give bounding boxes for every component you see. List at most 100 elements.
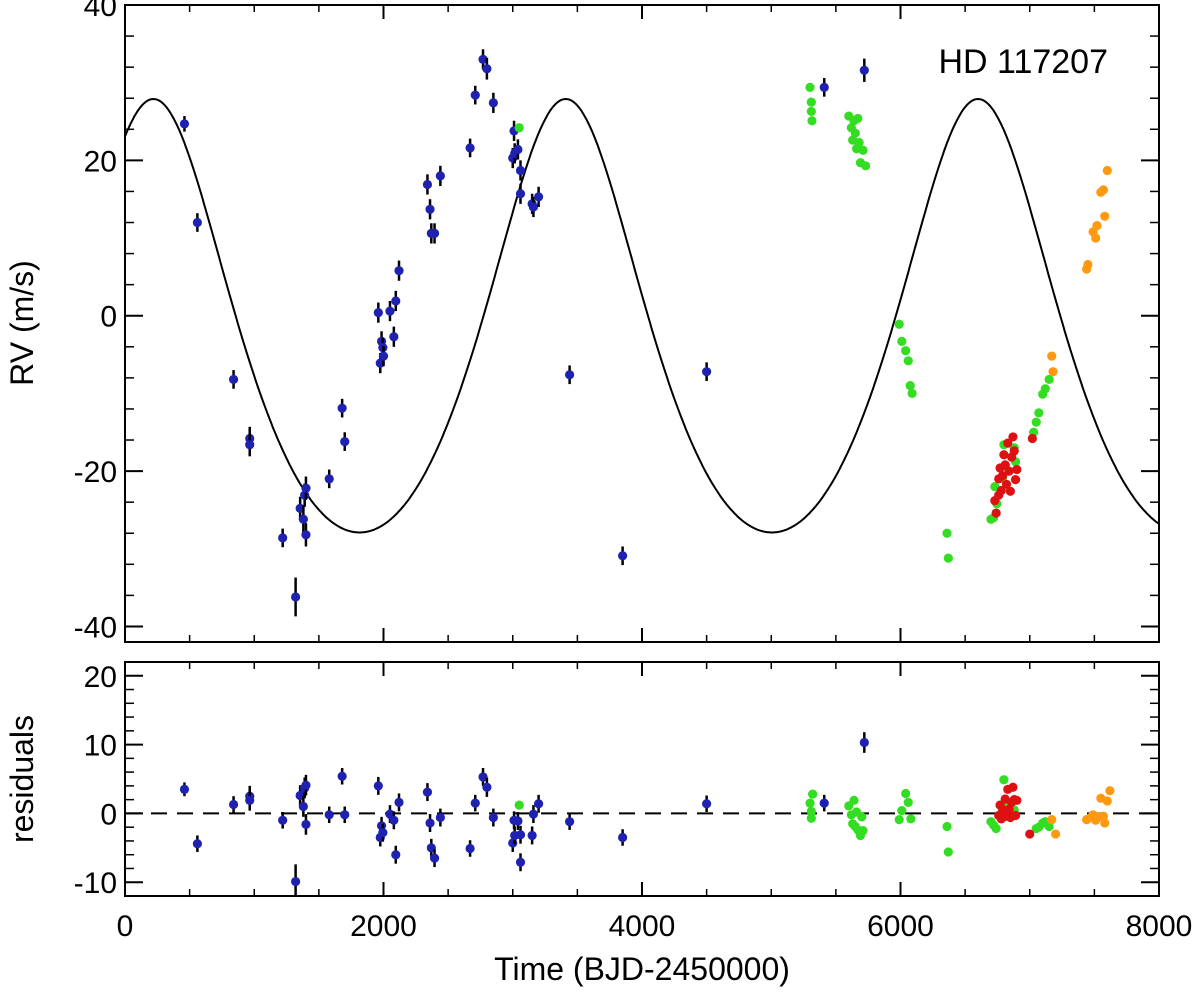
rv-data-point <box>991 508 1001 518</box>
rv-data-point <box>488 98 498 108</box>
residual-y-tick-label: 0 <box>100 798 117 831</box>
rv-data-point <box>1010 475 1021 485</box>
residual-data-point <box>1012 795 1022 805</box>
residual-data-point <box>422 787 433 797</box>
residual-data-point <box>245 795 255 805</box>
residual-data-point <box>528 809 539 819</box>
rv-data-point <box>528 202 539 212</box>
residual-data-point <box>324 810 334 820</box>
rv-data-point <box>324 474 334 484</box>
rv-data-point <box>996 485 1006 496</box>
residual-data-point <box>1105 786 1115 796</box>
rv-data-point <box>861 161 871 171</box>
residual-data-point <box>943 847 953 857</box>
rv-data-point <box>1100 211 1110 221</box>
residual-data-point <box>894 815 904 825</box>
rv-data-point <box>514 123 524 133</box>
residual-data-point <box>991 823 1001 834</box>
residual-data-point <box>527 830 537 841</box>
residual-data-point <box>903 797 913 808</box>
rv-data-point <box>478 54 488 64</box>
rv-y-axis-title: RV (m/s) <box>4 260 40 386</box>
residuals-y-axis-title: residuals <box>4 715 40 843</box>
residual-data-point <box>298 801 308 812</box>
rv-data-point <box>1009 446 1019 456</box>
rv-data-point <box>859 65 869 75</box>
rv-data-point <box>301 530 311 540</box>
rv-data-point <box>373 308 383 318</box>
rv-data-point <box>389 332 399 342</box>
residual-data-point <box>465 843 475 854</box>
residual-data-point <box>389 815 399 825</box>
residual-data-point <box>429 853 440 863</box>
rv-data-point <box>534 192 544 202</box>
rv-data-point <box>807 116 817 126</box>
residual-data-point <box>192 839 202 849</box>
rv-data-point <box>394 266 404 276</box>
residual-data-point <box>488 812 498 823</box>
rv-data-point <box>1003 438 1013 448</box>
residual-data-point <box>435 812 445 823</box>
rv-data-point <box>515 189 526 199</box>
rv-data-point <box>894 319 904 329</box>
residual-data-point <box>378 828 388 838</box>
rv-data-point <box>1044 374 1054 385</box>
rv-data-point <box>391 296 401 306</box>
residual-data-point <box>1025 829 1035 839</box>
rv-data-point <box>385 306 395 316</box>
rv-data-point <box>470 90 480 100</box>
rv-data-point <box>1012 464 1022 475</box>
residual-data-point <box>340 810 350 820</box>
rv-data-point <box>1048 367 1058 377</box>
rv-data-point <box>291 592 301 602</box>
residual-data-point <box>478 772 488 782</box>
residual-y-tick-label: 20 <box>84 661 117 694</box>
residual-x-tick-label: 8000 <box>1126 910 1193 943</box>
rv-data-point <box>853 113 863 124</box>
model-curve <box>125 97 1159 534</box>
residual-data-point <box>808 789 818 799</box>
rv-data-point <box>465 143 475 153</box>
rv-data-point <box>819 82 829 92</box>
rv-data-point <box>850 128 860 138</box>
residual-data-point <box>1098 811 1109 821</box>
residual-data-point <box>897 806 907 816</box>
rv-data-point <box>943 553 953 563</box>
rv-data-point <box>1040 384 1050 394</box>
residual-data-point <box>1008 782 1018 792</box>
residual-x-tick-label: 2000 <box>350 910 417 943</box>
rv-data-point <box>337 403 347 413</box>
rv-data-point <box>192 217 202 228</box>
residual-data-point <box>906 814 916 824</box>
residual-data-point <box>1051 829 1061 839</box>
residual-data-point <box>806 806 816 816</box>
residual-data-point <box>373 781 383 791</box>
residual-data-point <box>278 815 288 825</box>
rv-data-point <box>435 171 445 181</box>
rv-y-tick-label: 0 <box>100 301 117 334</box>
rv-data-point <box>482 64 492 74</box>
residual-data-point <box>1100 818 1110 828</box>
residual-data-point <box>805 798 815 808</box>
residual-data-point <box>515 857 526 867</box>
rv-data-point <box>999 450 1009 460</box>
rv-data-point <box>565 370 575 380</box>
residual-x-tick-label: 0 <box>117 910 134 943</box>
rv-data-point <box>1092 221 1102 231</box>
rv-data-point <box>618 551 628 561</box>
rv-y-tick-label: -40 <box>74 611 117 644</box>
residual-data-point <box>1047 815 1057 825</box>
residual-data-point <box>901 788 911 799</box>
residual-data-point <box>1010 810 1021 821</box>
rv-data-point <box>1027 433 1037 444</box>
residual-data-point <box>849 795 859 805</box>
rv-data-point <box>858 145 868 155</box>
rv-data-point <box>1005 486 1015 496</box>
residual-data-point <box>515 830 526 840</box>
rv-data-point <box>278 533 288 543</box>
rv-panel: -40 -20 0 20 40 HD 117207 RV (m/s) <box>4 0 1160 644</box>
residual-data-point <box>470 798 480 808</box>
rv-data-point <box>806 97 816 107</box>
